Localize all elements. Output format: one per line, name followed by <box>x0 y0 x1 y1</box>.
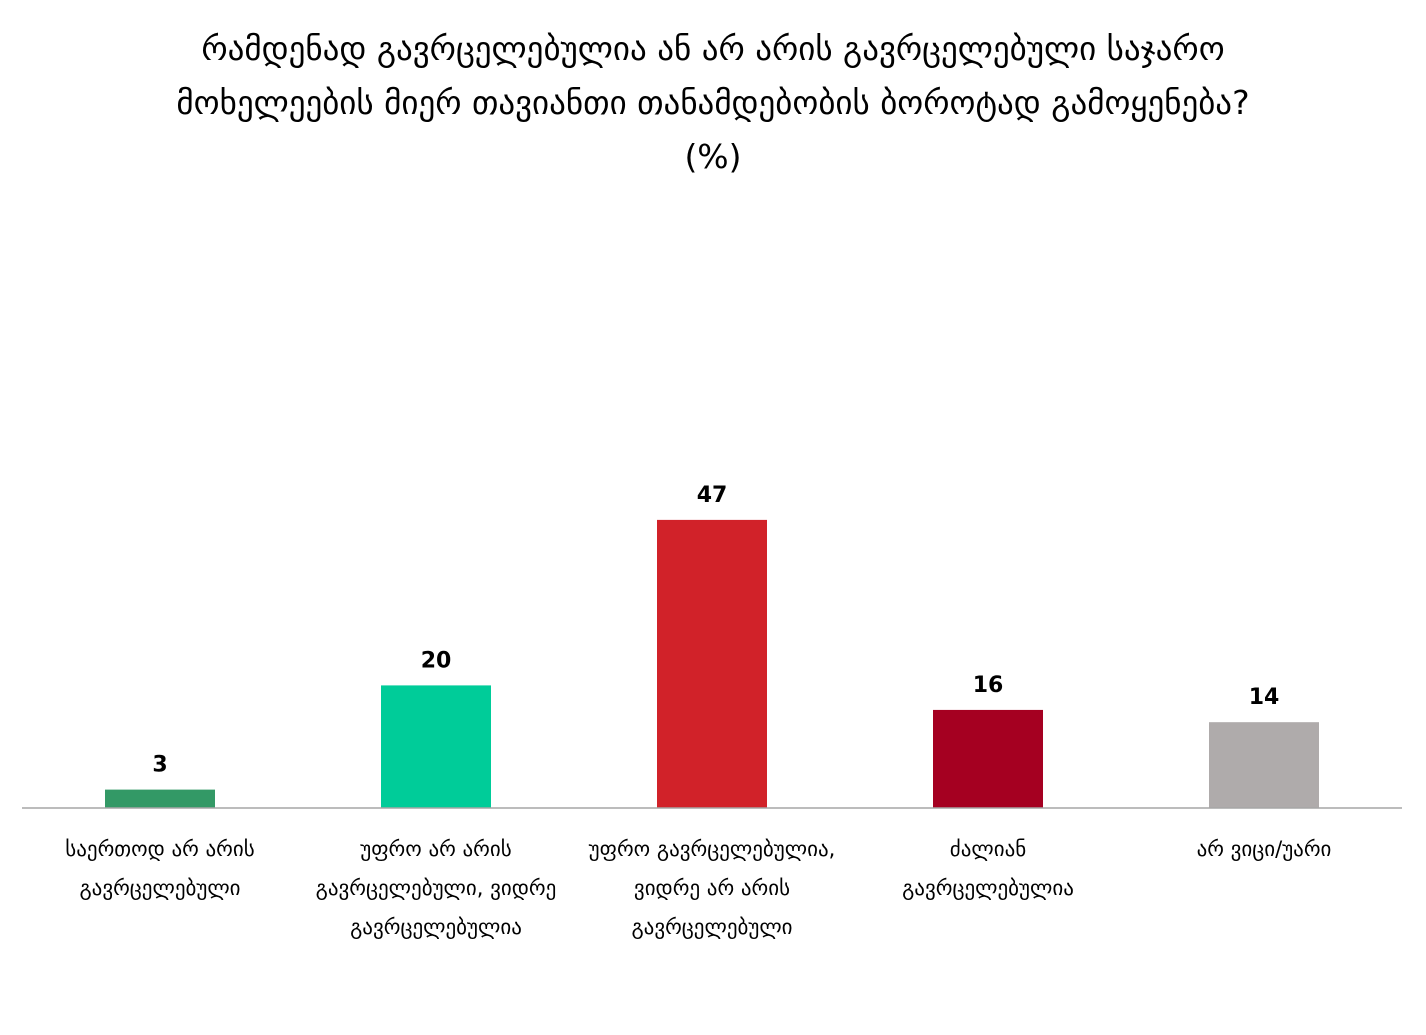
bar <box>933 709 1043 808</box>
x-tick-label: უფრო გავრცელებულია, ვიდრე არ არის გავრცე… <box>588 837 836 939</box>
value-label: 47 <box>697 483 728 508</box>
x-tick-label: ძალიან გავრცელებულია <box>902 837 1074 900</box>
value-label: 3 <box>152 753 167 778</box>
bar <box>105 789 215 808</box>
bar <box>657 519 767 808</box>
chart-title: რამდენად გავრცელებულია ან არ არის გავრცე… <box>176 29 1250 176</box>
value-label: 16 <box>973 673 1004 698</box>
value-label: 14 <box>1249 685 1280 710</box>
bar <box>1209 722 1319 808</box>
value-label: 20 <box>421 648 452 673</box>
bar <box>381 685 491 808</box>
x-tick-label: უფრო არ არის გავრცელებული, ვიდრე გავრცელ… <box>315 837 557 939</box>
x-tick-label: არ ვიცი/უარი <box>1196 837 1332 861</box>
x-tick-label: საერთოდ არ არის გავრცელებული <box>65 837 255 900</box>
